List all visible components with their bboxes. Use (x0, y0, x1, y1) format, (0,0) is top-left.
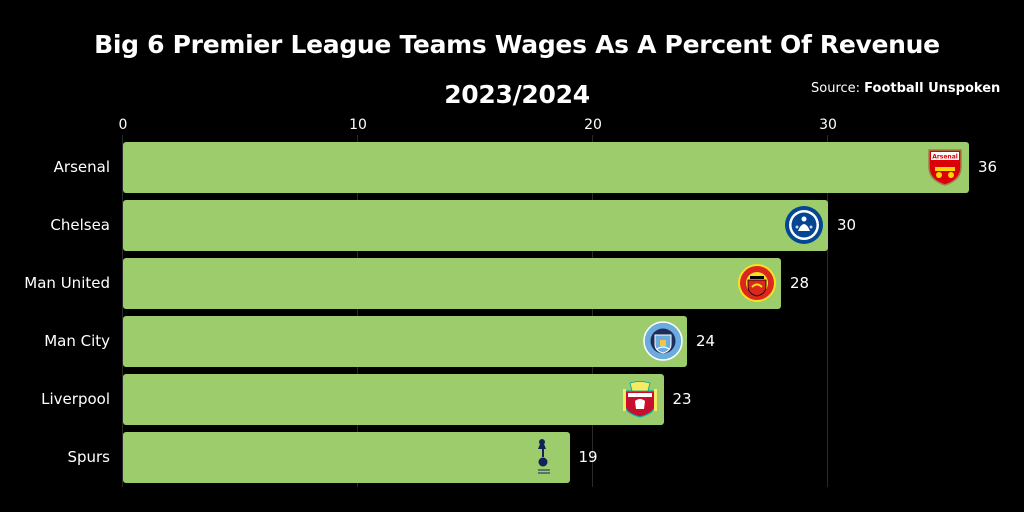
chart-subtitle-season: 2023/2024 (444, 80, 590, 109)
gridline-0 (122, 135, 123, 487)
data-label-man-city: 24 (696, 332, 716, 350)
man-united-crest-icon (737, 263, 777, 303)
bar-spurs (123, 432, 570, 483)
bar-man-city (123, 316, 687, 367)
x-tick-label: 30 (819, 117, 837, 133)
category-label-liverpool: Liverpool (41, 390, 110, 408)
source-name: Football Unspoken (864, 81, 1001, 96)
x-tick-label: 10 (349, 117, 367, 133)
bar-liverpool (123, 374, 664, 425)
liverpool-crest-icon (620, 379, 660, 419)
bar-arsenal (123, 142, 969, 193)
chelsea-crest-icon (784, 205, 824, 245)
category-label-chelsea: Chelsea (50, 216, 110, 234)
gridline-10 (357, 135, 358, 487)
bar-man-united (123, 258, 781, 309)
category-label-arsenal: Arsenal (53, 158, 110, 176)
category-label-man-city: Man City (44, 332, 110, 350)
category-label-spurs: Spurs (67, 448, 110, 466)
data-label-man-united: 28 (790, 274, 810, 292)
svg-text:Arsenal: Arsenal (932, 154, 958, 161)
data-label-liverpool: 23 (672, 390, 692, 408)
data-label-arsenal: 36 (978, 158, 998, 176)
spurs-crest-icon (526, 437, 566, 477)
data-label-chelsea: 30 (837, 216, 857, 234)
data-label-spurs: 19 (578, 448, 598, 466)
x-tick-label: 20 (584, 117, 602, 133)
source-prefix: Source: (811, 81, 861, 96)
source-credit: Source: Football Unspoken (811, 81, 1000, 96)
bar-chelsea (123, 200, 828, 251)
x-tick-label: 0 (118, 117, 128, 133)
gridline-20 (592, 135, 593, 487)
gridline-30 (827, 135, 828, 487)
arsenal-crest-icon: Arsenal (925, 147, 965, 187)
category-label-man-united: Man United (24, 274, 110, 292)
man-city-crest-icon (643, 321, 683, 361)
chart-title: Big 6 Premier League Teams Wages As A Pe… (94, 30, 940, 59)
